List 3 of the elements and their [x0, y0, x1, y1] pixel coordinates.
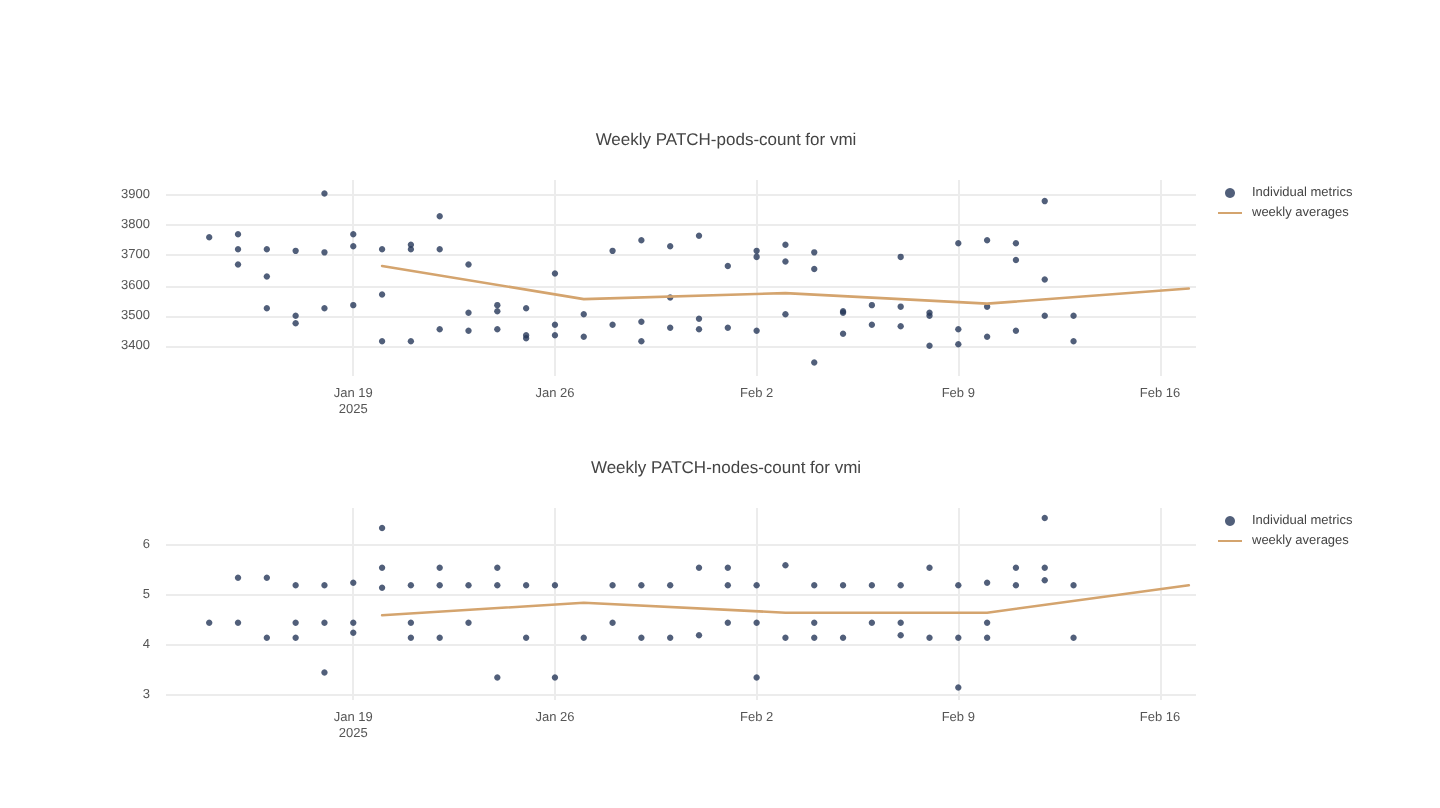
chart-title: Weekly PATCH-nodes-count for vmi [590, 457, 862, 477]
chart-title: Weekly PATCH-pods-count for vmi [595, 129, 857, 149]
line-series [380, 584, 1191, 617]
